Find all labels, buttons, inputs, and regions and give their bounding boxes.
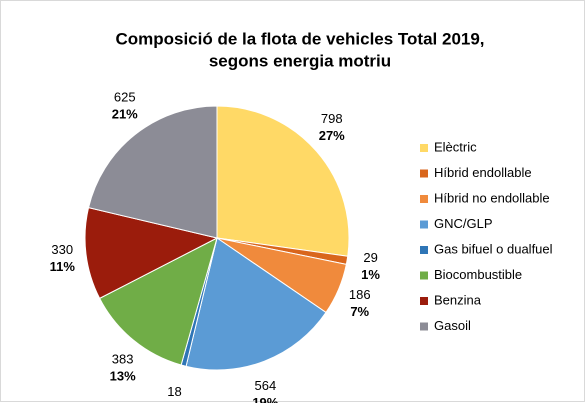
data-label-percent: 1% (165, 401, 184, 403)
legend-swatch (420, 195, 428, 203)
legend-swatch (420, 271, 428, 280)
legend-label: Híbrid no endollable (434, 190, 550, 205)
chart-title: Composició de la flota de vehicles Total… (115, 29, 484, 48)
legend-swatch (420, 322, 428, 331)
legend-label: Gas bifuel o dualfuel (434, 241, 553, 256)
pie-slice (216, 105, 350, 257)
data-label-percent: 7% (350, 304, 369, 319)
data-label-value: 383 (112, 351, 134, 366)
data-label-value: 564 (254, 378, 276, 393)
data-label-value: 625 (114, 90, 136, 105)
data-label-percent: 21% (112, 107, 138, 122)
data-label-percent: 19% (252, 395, 278, 403)
legend-swatch (420, 220, 428, 229)
legend-label: Gasoil (434, 318, 471, 333)
legend-label: Benzina (434, 292, 482, 307)
pie-slice (87, 105, 218, 239)
pie-slice (98, 237, 218, 366)
data-label-percent: 1% (361, 267, 380, 282)
data-label-value: 29 (363, 250, 377, 265)
chart-subtitle: segons energia motriu (209, 51, 391, 70)
legend-swatch (420, 297, 428, 305)
legend-label: Híbrid endollable (434, 165, 532, 180)
data-label-percent: 11% (50, 259, 76, 274)
legend-swatch (420, 169, 428, 178)
legend-swatch (420, 246, 428, 254)
data-label-percent: 27% (319, 128, 345, 143)
legend-label: GNC/GLP (434, 216, 493, 231)
legend-swatch (420, 144, 428, 152)
data-label-value: 798 (321, 111, 343, 126)
data-label-value: 186 (349, 287, 371, 302)
data-label-value: 330 (51, 242, 73, 257)
data-label-value: 18 (167, 384, 181, 399)
pie-slice (185, 237, 327, 371)
legend-label: Elèctric (434, 139, 477, 154)
data-label-percent: 13% (110, 368, 136, 383)
legend-label: Biocombustible (434, 267, 522, 282)
